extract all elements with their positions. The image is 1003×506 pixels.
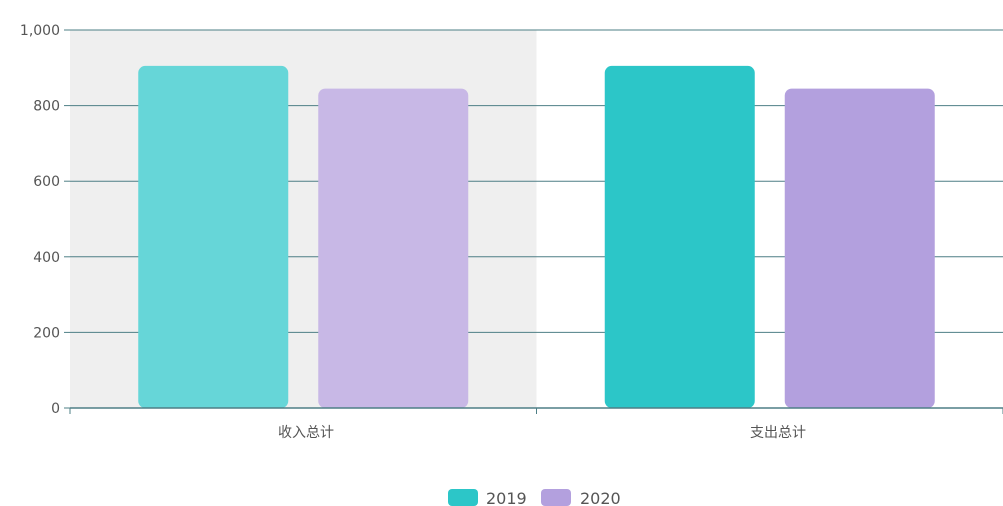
y-tick-label-400: 400: [33, 250, 60, 266]
legend-swatch-2019[interactable]: [448, 489, 478, 506]
y-axis-ticks: 0 200 400 600 800 1,000: [20, 23, 70, 417]
legend[interactable]: 2019 2020: [448, 489, 621, 506]
bar-2020-0[interactable]: [318, 88, 469, 408]
bar-2020-1[interactable]: [784, 88, 935, 408]
legend-swatch-2020[interactable]: [541, 489, 571, 506]
y-tick-label-200: 200: [33, 325, 60, 341]
x-tick-label-0: 收入总计: [278, 425, 334, 441]
x-axis-ticks: [69, 408, 1003, 414]
y-tick-label-800: 800: [33, 99, 60, 115]
x-tick-label-1: 支出总计: [750, 425, 806, 441]
y-tick-label-1000: 1,000: [20, 23, 60, 39]
bars: [138, 65, 935, 408]
y-tick-label-600: 600: [33, 174, 60, 190]
bar-2019-0[interactable]: [138, 65, 289, 408]
y-tick-label-0: 0: [51, 401, 60, 417]
legend-label-2019[interactable]: 2019: [486, 489, 527, 506]
bar-2019-1[interactable]: [604, 65, 755, 408]
legend-label-2020[interactable]: 2020: [580, 489, 621, 506]
